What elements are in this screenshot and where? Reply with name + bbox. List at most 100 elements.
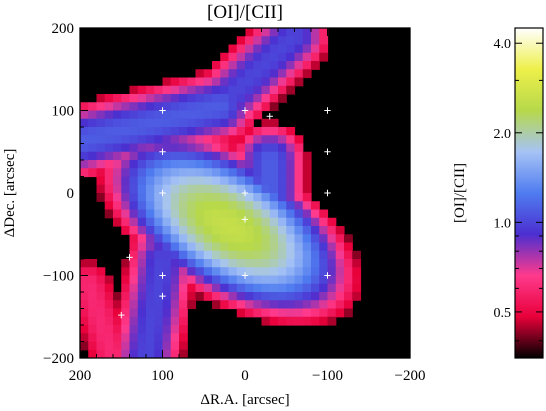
- heatmap-cell: [261, 193, 271, 202]
- heatmap-cell: [253, 184, 263, 194]
- heatmap-cell: [253, 209, 263, 219]
- heatmap-cell: [344, 267, 353, 277]
- heatmap-cell: [170, 234, 180, 244]
- heatmap-cell: [162, 201, 172, 211]
- heatmap-cell: [104, 184, 114, 194]
- heatmap-cell: [228, 217, 238, 227]
- heatmap-cell: [195, 217, 205, 227]
- heatmap-cell: [137, 300, 147, 310]
- heatmap-cell: [335, 283, 345, 293]
- heatmap-cell: [245, 259, 254, 268]
- plus-marker: [159, 148, 166, 155]
- heatmap-cell: [80, 267, 89, 277]
- heatmap-cell: [261, 209, 271, 219]
- heatmap-cell: [236, 201, 246, 211]
- plus-marker: [118, 311, 125, 319]
- heatmap-cell: [96, 184, 106, 194]
- heatmap-cell: [88, 316, 98, 326]
- heatmap-cell: [154, 259, 164, 268]
- heatmap-cell: [203, 118, 213, 128]
- heatmap-cell: [245, 151, 254, 161]
- heatmap-cell: [327, 283, 337, 293]
- heatmap-cell: [179, 275, 188, 285]
- heatmap-cell: [179, 300, 188, 310]
- heatmap-cell: [203, 143, 213, 153]
- heatmap-cell: [319, 44, 329, 54]
- heatmap-cell: [236, 52, 246, 62]
- heatmap-cell: [121, 193, 131, 202]
- heatmap-cell: [245, 61, 254, 70]
- heatmap-cell: [162, 184, 172, 194]
- heatmap-cell: [121, 333, 131, 343]
- heatmap-cell: [195, 267, 205, 277]
- heatmap-cell: [311, 316, 320, 326]
- heatmap-cell: [236, 118, 246, 128]
- heatmap-cell: [187, 77, 197, 87]
- heatmap-cell: [236, 127, 246, 136]
- heatmap-cell: [203, 110, 213, 120]
- heatmap-cell: [220, 143, 230, 153]
- heatmap-cell: [88, 349, 98, 358]
- heatmap-cell: [228, 242, 238, 252]
- heatmap-cell: [121, 184, 131, 194]
- heatmap-cell: [212, 259, 221, 268]
- heatmap-cell: [162, 333, 172, 343]
- heatmap-cell: [113, 160, 122, 169]
- heatmap-cell: [278, 226, 287, 235]
- heatmap-cell: [179, 209, 188, 219]
- heatmap-cell: [319, 316, 329, 326]
- heatmap-cell: [104, 160, 114, 169]
- heatmap-cell: [269, 28, 279, 37]
- heatmap-cell: [212, 283, 221, 293]
- heatmap-cell: [220, 176, 230, 186]
- heatmap-cell: [129, 341, 139, 351]
- heatmap-cell: [113, 118, 122, 128]
- heatmap-cell: [146, 316, 155, 326]
- heatmap-cell: [269, 259, 279, 268]
- heatmap-cell: [220, 250, 230, 260]
- heatmap-cell: [319, 242, 329, 252]
- heatmap-cell: [162, 250, 172, 260]
- heatmap-cell: [311, 242, 320, 252]
- heatmap-cell: [195, 234, 205, 244]
- heatmap-cell: [212, 135, 221, 145]
- heatmap-cell: [344, 242, 353, 252]
- heatmap-cell: [203, 69, 213, 79]
- heatmap-cell: [170, 341, 180, 351]
- heatmap-cell: [179, 283, 188, 293]
- heatmap-cell: [129, 292, 139, 301]
- heatmap-cell: [121, 275, 131, 285]
- heatmap-cell: [170, 168, 180, 178]
- heatmap-cell: [137, 143, 147, 153]
- heatmap-cell: [344, 292, 353, 301]
- heatmap-cell: [146, 217, 155, 227]
- heatmap-cell: [212, 94, 221, 103]
- heatmap-cell: [113, 176, 122, 186]
- heatmap-cell: [113, 325, 122, 334]
- heatmap-cell: [327, 234, 337, 244]
- heatmap-cell: [236, 292, 246, 301]
- heatmap-cell: [179, 102, 188, 112]
- heatmap-cell: [327, 300, 337, 310]
- heatmap-cell: [80, 135, 89, 145]
- heatmap-cell: [88, 259, 98, 268]
- heatmap-cell: [113, 341, 122, 351]
- plus-marker: [126, 254, 133, 261]
- heatmap-cell: [212, 193, 221, 202]
- heatmap-cell: [269, 193, 279, 202]
- heatmap-cell: [286, 193, 296, 202]
- heatmap-cell: [269, 135, 279, 145]
- heatmap-cell: [96, 275, 106, 285]
- heatmap-cell: [269, 61, 279, 70]
- heatmap-cell: [236, 308, 246, 318]
- heatmap-cell: [96, 193, 106, 202]
- heatmap-cell: [261, 283, 271, 293]
- heatmap-cell: [104, 349, 114, 358]
- heatmap-cell: [170, 201, 180, 211]
- heatmap-cell: [154, 176, 164, 186]
- heatmap-cell: [187, 259, 197, 268]
- heatmap-cell: [104, 300, 114, 310]
- heatmap-cell: [137, 341, 147, 351]
- heatmap-cell: [162, 160, 172, 169]
- heatmap-cell: [179, 143, 188, 153]
